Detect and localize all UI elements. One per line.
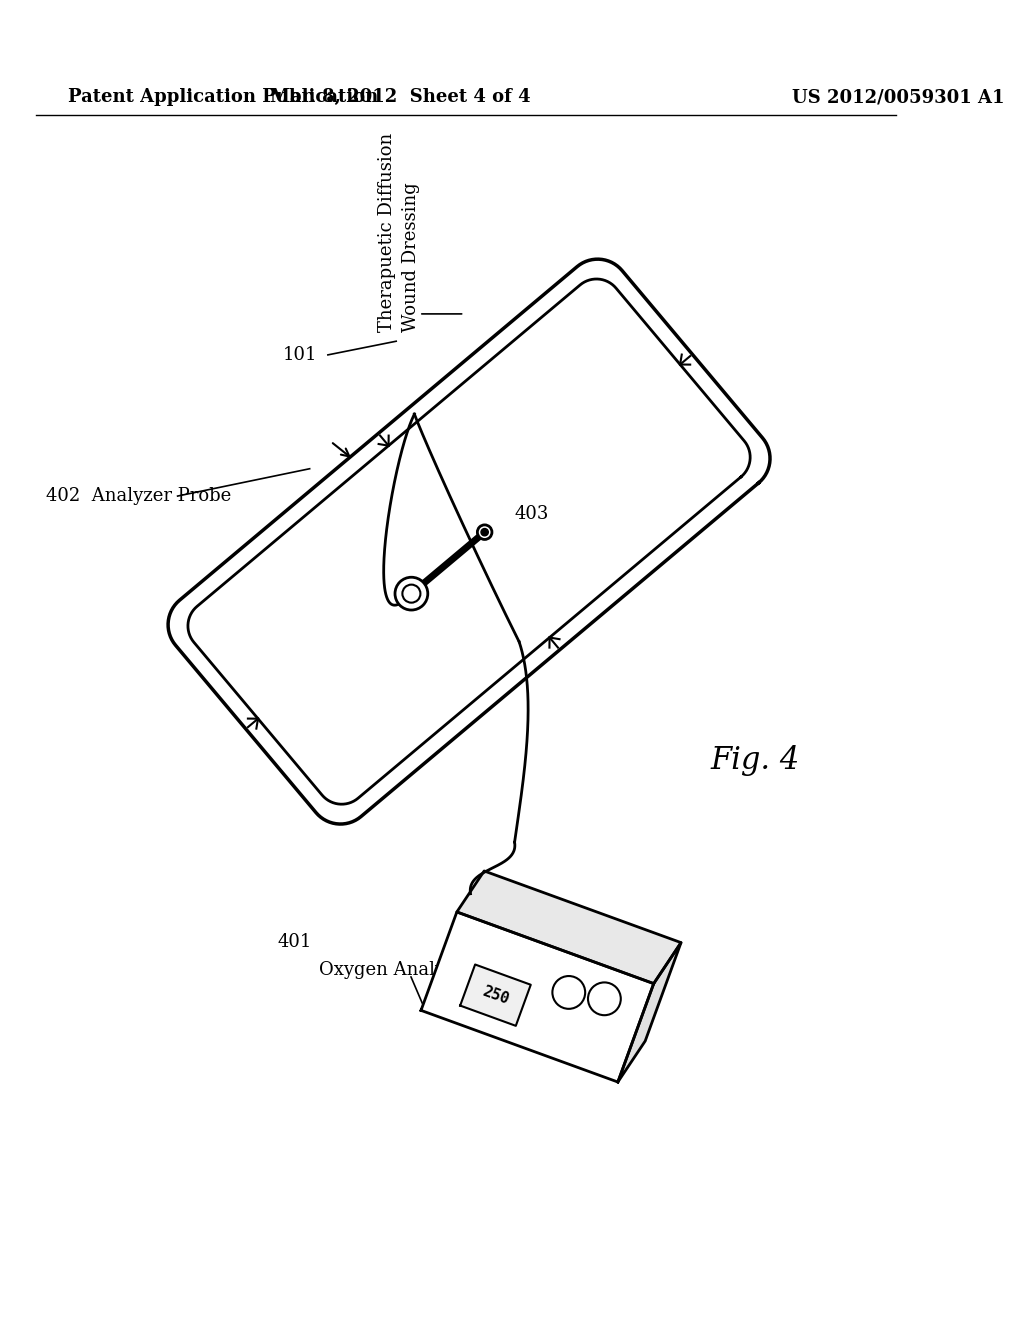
Text: 402  Analyzer Probe: 402 Analyzer Probe xyxy=(45,487,230,506)
Text: US 2012/0059301 A1: US 2012/0059301 A1 xyxy=(793,88,1005,106)
Text: Oxygen Analyzer: Oxygen Analyzer xyxy=(318,961,474,978)
Text: 250: 250 xyxy=(480,983,511,1007)
Text: 101: 101 xyxy=(283,346,316,364)
Polygon shape xyxy=(617,942,681,1082)
Text: 403: 403 xyxy=(515,506,549,523)
Circle shape xyxy=(477,525,492,540)
Polygon shape xyxy=(188,279,751,804)
Polygon shape xyxy=(421,912,653,1082)
Circle shape xyxy=(552,975,585,1008)
Circle shape xyxy=(395,577,428,610)
Polygon shape xyxy=(457,871,681,983)
Text: Fig. 4: Fig. 4 xyxy=(711,744,800,776)
Polygon shape xyxy=(168,259,770,824)
Circle shape xyxy=(481,528,488,536)
Circle shape xyxy=(588,982,621,1015)
Text: 401: 401 xyxy=(278,933,312,952)
Text: Mar. 8, 2012  Sheet 4 of 4: Mar. 8, 2012 Sheet 4 of 4 xyxy=(270,88,531,106)
Polygon shape xyxy=(460,965,530,1026)
Text: Patent Application Publication: Patent Application Publication xyxy=(69,88,379,106)
Text: Therapuetic Diffusion
Wound Dressing: Therapuetic Diffusion Wound Dressing xyxy=(378,132,420,331)
Circle shape xyxy=(402,585,421,603)
